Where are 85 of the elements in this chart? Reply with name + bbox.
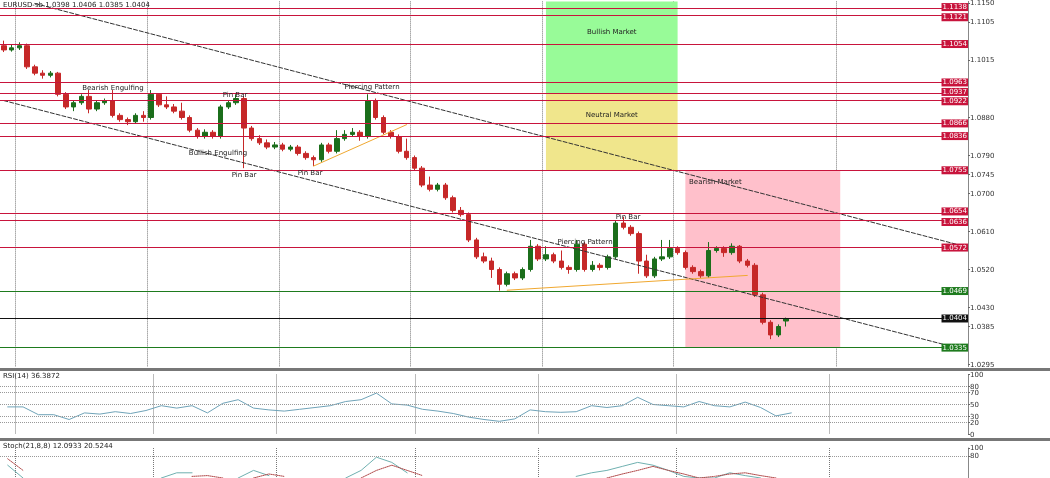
candlestick xyxy=(628,224,634,237)
candlestick xyxy=(381,114,386,135)
candlestick xyxy=(683,250,688,271)
candlestick xyxy=(435,182,440,192)
candlestick xyxy=(326,142,332,154)
candlestick xyxy=(86,89,92,114)
candlestick xyxy=(776,323,781,338)
candlestick xyxy=(760,292,766,325)
candlestick xyxy=(94,100,100,112)
candlestick xyxy=(171,103,177,114)
candlestick xyxy=(1,40,7,53)
candlestick xyxy=(559,250,564,271)
candlestick xyxy=(675,245,680,256)
candlestick xyxy=(9,44,14,53)
candlestick xyxy=(721,245,727,258)
candlestick xyxy=(667,239,673,260)
candlestick xyxy=(257,134,262,146)
candlestick xyxy=(164,95,169,110)
candlestick xyxy=(450,195,456,213)
candlestick xyxy=(40,69,45,80)
candlestick xyxy=(148,89,154,121)
candlestick xyxy=(249,125,254,142)
candlestick xyxy=(303,150,309,161)
candlestick xyxy=(443,182,448,201)
candlestick xyxy=(597,262,603,271)
candlestick xyxy=(319,142,324,163)
candlestick xyxy=(737,244,742,264)
candlestick xyxy=(17,41,22,51)
candlestick xyxy=(226,100,231,110)
candlestick xyxy=(698,269,704,279)
candlestick xyxy=(71,100,76,112)
candlestick xyxy=(55,71,61,97)
candlestick xyxy=(535,243,541,262)
candlestick xyxy=(714,245,719,254)
candlestick xyxy=(295,144,301,156)
candlestick xyxy=(272,141,278,150)
candlestick xyxy=(117,112,123,123)
candlestick xyxy=(474,237,479,260)
candlestick xyxy=(497,266,502,292)
candlestick xyxy=(125,117,131,126)
candlestick xyxy=(179,102,185,121)
candlestick xyxy=(218,104,223,140)
candlestick xyxy=(141,110,146,123)
candlestick xyxy=(311,155,316,167)
candlestick xyxy=(396,133,402,154)
candlestick xyxy=(659,239,665,262)
candlestick xyxy=(745,258,750,268)
line-series xyxy=(7,392,792,422)
candlestick xyxy=(613,220,618,260)
candlestick xyxy=(24,43,30,70)
candlestick xyxy=(566,264,572,275)
candlestick xyxy=(373,98,378,121)
candlestick xyxy=(280,142,285,152)
candlestick xyxy=(768,319,773,340)
candlestick xyxy=(706,241,711,279)
candlestick xyxy=(644,254,649,279)
candlestick xyxy=(551,252,556,264)
candlestick xyxy=(427,176,433,192)
candlestick xyxy=(32,64,38,76)
candlestick xyxy=(636,231,642,275)
candlestick xyxy=(652,256,657,279)
candlestick xyxy=(466,212,471,243)
candlestick xyxy=(133,112,138,125)
candlestick xyxy=(590,260,595,273)
candlestick xyxy=(48,70,53,78)
candlestick xyxy=(605,254,611,271)
candlestick xyxy=(690,264,696,275)
candlestick xyxy=(481,252,487,264)
candlestick xyxy=(504,271,510,287)
candlestick xyxy=(520,266,525,281)
candlestick xyxy=(350,127,355,137)
candlestick xyxy=(528,239,533,273)
candlestick xyxy=(543,245,549,262)
candlestick xyxy=(412,155,417,171)
candlestick xyxy=(288,144,293,152)
candlestick xyxy=(752,262,758,298)
candlestick xyxy=(404,138,409,161)
candlestick xyxy=(419,165,425,188)
candlestick xyxy=(334,129,340,154)
candlestick xyxy=(187,114,192,133)
candlestick xyxy=(512,271,518,281)
candlestick xyxy=(264,138,270,150)
candlestick xyxy=(489,257,494,279)
candlestick xyxy=(365,93,371,140)
candlestick xyxy=(63,91,69,110)
